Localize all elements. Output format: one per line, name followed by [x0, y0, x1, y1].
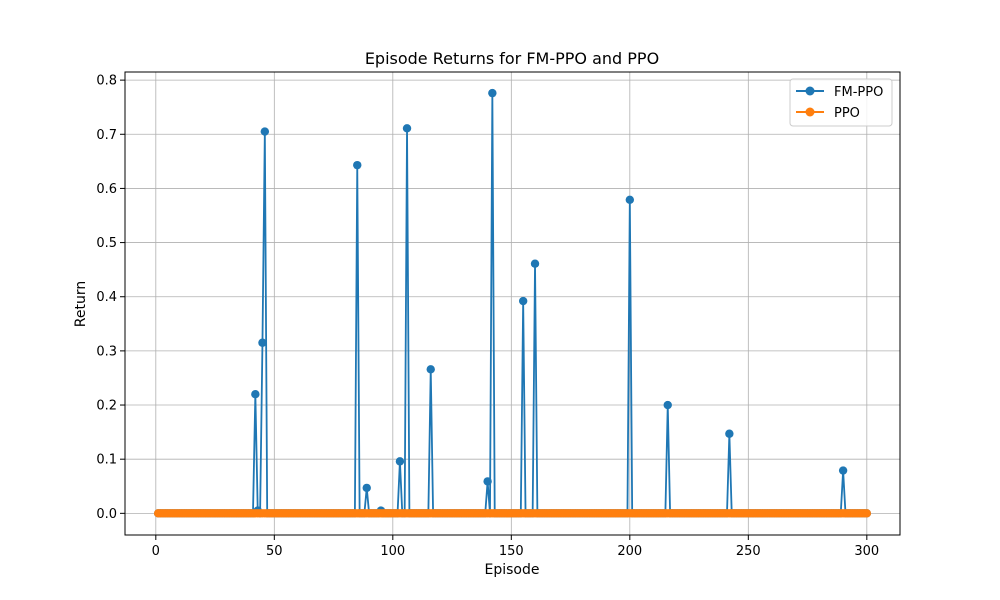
y-tick-label: 0.0	[96, 507, 117, 522]
fm-ppo-point	[663, 400, 672, 410]
x-tick-label: 0	[152, 544, 160, 559]
legend-fm-ppo-label: FM-PPO	[834, 85, 883, 100]
fm-ppo-point	[395, 457, 405, 466]
x-tick-label: 150	[499, 544, 524, 559]
y-tick-label: 0.3	[96, 344, 117, 359]
chart-title: Episode Returns for FM-PPO and PPO	[365, 49, 659, 68]
fm-ppo-point	[725, 429, 734, 438]
fm-ppo-point	[530, 259, 540, 268]
fm-ppo-point	[353, 160, 362, 170]
legend-ppo-label: PPO	[834, 106, 860, 121]
x-axis-label: Episode	[485, 562, 540, 578]
y-tick-label: 0.1	[96, 453, 117, 468]
fm-ppo-point	[426, 365, 435, 374]
y-axis-label: Return	[73, 281, 89, 327]
fm-ppo-point	[483, 477, 492, 486]
ppo-series	[153, 509, 872, 518]
fm-ppo-point	[260, 127, 270, 136]
fm-ppo-point	[625, 195, 635, 204]
series-layer	[153, 88, 872, 518]
fm-ppo-point	[402, 124, 412, 133]
x-tick-label: 250	[736, 544, 761, 559]
legend-ppo-marker	[805, 107, 815, 117]
y-tick-label: 0.4	[96, 290, 117, 305]
y-tick-label: 0.8	[96, 74, 117, 89]
y-tick-label: 0.5	[96, 236, 117, 251]
x-tick-label: 200	[617, 544, 642, 559]
fm-ppo-point	[362, 483, 371, 493]
legend: FM-PPO PPO	[789, 78, 893, 127]
y-tick-label: 0.7	[96, 128, 117, 143]
fm-ppo-point	[518, 296, 528, 306]
x-tick-label: 100	[380, 544, 405, 559]
fm-ppo-point	[258, 338, 267, 347]
x-tick-label: 300	[854, 544, 879, 559]
fm-ppo-point	[488, 88, 497, 98]
axis-ticks: 0 50 100 150 200 250 300 0.0 0.1 0.2 0.3 0.4 0.5 0.6 0…	[96, 74, 879, 559]
y-tick-label: 0.6	[96, 182, 117, 197]
x-tick-label: 50	[266, 544, 283, 559]
ppo-point	[862, 509, 872, 518]
y-tick-label: 0.2	[96, 399, 117, 414]
fm-ppo-point	[838, 466, 848, 475]
fm-ppo-point	[251, 390, 260, 399]
plot-frame	[124, 71, 901, 536]
legend-fm-ppo-marker	[805, 86, 815, 96]
